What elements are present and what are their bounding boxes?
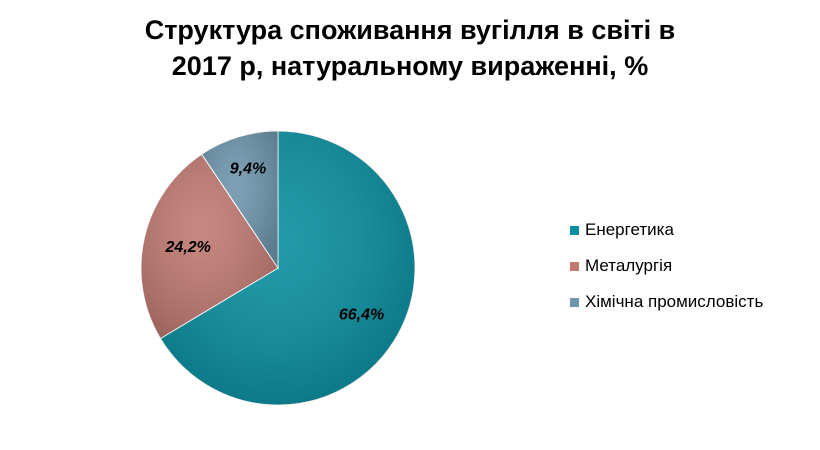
pie-slice-shading-energetyka <box>160 131 415 406</box>
pie-slice-shading-khimichna <box>201 131 278 268</box>
chart-legend: Енергетика Металургія Хімічна промислові… <box>570 220 763 328</box>
legend-swatch-khimichna <box>570 297 579 307</box>
chart-title: Структура споживання вугілля в світі в 2… <box>60 12 760 84</box>
legend-label-energetyka: Енергетика <box>585 220 674 239</box>
legend-item-energetyka: Енергетика <box>570 220 763 240</box>
pie-labels: 66,4% 24,2% 9,4% <box>165 161 385 324</box>
legend-item-metalurhiia: Металургія <box>570 256 763 276</box>
legend-label-khimichna: Хімічна промисловість <box>585 292 764 311</box>
legend-label-metalurhiia: Металургія <box>585 256 673 275</box>
legend-swatch-energetyka <box>570 225 579 235</box>
data-label-energetyka: 66,4% <box>339 307 384 324</box>
legend-swatch-metalurhiia <box>570 261 579 271</box>
chart-title-line-2: 2017 р, натуральному вираженні, % <box>171 51 649 81</box>
data-label-khimichna: 9,4% <box>230 161 266 178</box>
legend-item-khimichna: Хімічна промисловість <box>570 292 763 312</box>
pie-slice-shading-metalurhiia <box>141 154 278 339</box>
pie-slices <box>140 130 416 406</box>
chart-title-line-1: Структура споживання вугілля в світі в <box>144 15 676 45</box>
data-label-metalurhiia: 24,2% <box>165 239 211 256</box>
